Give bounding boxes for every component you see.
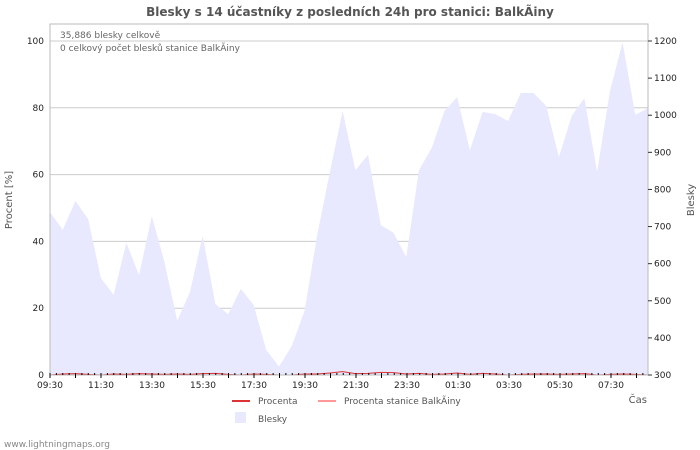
y-right-tick: 900 xyxy=(654,148,671,158)
y-left-tick: 40 xyxy=(33,237,45,247)
y-left-tick: 80 xyxy=(33,104,45,114)
legend-blesky: Blesky xyxy=(258,415,288,425)
plot-frame xyxy=(49,23,649,376)
annotation-total: 35,886 blesky celkově xyxy=(60,31,161,41)
y-right-label: Blesky xyxy=(686,184,697,216)
blesky-area xyxy=(50,42,648,375)
y-right-tick: 800 xyxy=(654,185,671,195)
y-right-tick: 600 xyxy=(654,260,671,270)
y-left-tick: 0 xyxy=(38,371,44,381)
y-left-label: Procent [%] xyxy=(4,171,15,229)
y-right-tick: 500 xyxy=(654,297,671,307)
footer-link[interactable]: www.lightningmaps.org xyxy=(4,440,110,450)
x-tick: 17:30 xyxy=(241,381,267,391)
x-tick: 07:30 xyxy=(598,381,624,391)
x-tick: 03:30 xyxy=(496,381,522,391)
x-label: Čas xyxy=(629,393,647,406)
chart-title: Blesky s 14 účastníky z posledních 24h p… xyxy=(146,4,554,19)
y-left-tick: 20 xyxy=(33,304,45,314)
y-right-tick: 300 xyxy=(654,371,671,381)
x-tick: 13:30 xyxy=(139,381,165,391)
legend-procenta: Procenta xyxy=(258,397,298,407)
x-tick: 15:30 xyxy=(190,381,216,391)
y-left-tick: 100 xyxy=(27,37,44,47)
x-tick: 09:30 xyxy=(37,381,63,391)
annotation-station: 0 celkový počet blesků stanice BalkÃiny xyxy=(60,43,241,54)
legend-swatch-blesky xyxy=(235,412,246,423)
legend-station: Procenta stanice BalkÃiny xyxy=(344,396,461,407)
y-right-tick: 700 xyxy=(654,223,671,233)
x-tick: 21:30 xyxy=(343,381,369,391)
y-left-tick: 60 xyxy=(33,171,45,181)
series-procenta-line xyxy=(49,371,649,376)
x-tick: 05:30 xyxy=(547,381,573,391)
x-tick: 11:30 xyxy=(88,381,114,391)
y-right-tick: 400 xyxy=(654,334,671,344)
y-right-tick: 1000 xyxy=(654,111,677,121)
x-tick: 01:30 xyxy=(445,381,471,391)
y-right-tick: 1200 xyxy=(654,37,677,47)
y-right-tick: 1100 xyxy=(654,74,677,84)
x-tick: 23:30 xyxy=(394,381,420,391)
x-tick: 19:30 xyxy=(292,381,318,391)
